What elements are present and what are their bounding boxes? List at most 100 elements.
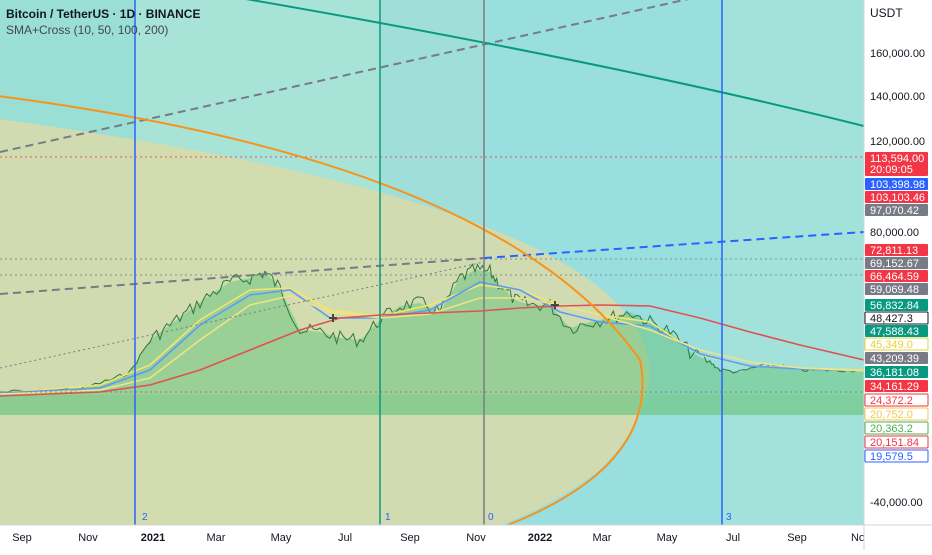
price-label-text: 19,579.5 [870, 451, 913, 463]
y-tick-label: 160,000.00 [870, 48, 925, 60]
price-label-text: 34,161.29 [870, 381, 919, 393]
plot-layer: 2 1 0 3 [0, 0, 864, 525]
cycle-marker-label: 1 [385, 512, 391, 523]
x-axis: Sep Nov 2021 Mar May Jul Sep Nov 2022 Mar May Jul Se… [0, 524, 932, 544]
price-label-bg [864, 311, 929, 325]
price-label: 72,811.13 [865, 244, 928, 257]
trend-line-blue [483, 231, 864, 259]
price-label-text: 103,398.98 [870, 179, 925, 191]
price-label: 56,832.84 [865, 299, 928, 312]
x-tick-label: Nov [466, 532, 486, 544]
indicator-label[interactable]: SMA+Cross (10, 50, 100, 200) [6, 23, 169, 37]
price-label-bg [865, 366, 928, 378]
price-line [0, 263, 861, 393]
price-label-text: 66,464.59 [870, 271, 919, 283]
trend-line-mid [0, 257, 485, 295]
sma-line-1 [0, 284, 864, 394]
price-label-bg [865, 270, 928, 282]
price-label-bg [865, 380, 928, 392]
price-label-bg [864, 435, 929, 449]
arc-green [245, 0, 864, 127]
price-label: 103,103.46 [865, 191, 928, 204]
price-label-bg [865, 257, 928, 269]
x-tick-label: Sep [400, 532, 420, 544]
price-label-text: 48,427.3 [870, 313, 913, 325]
y-axis: 160,000.00 140,000.00 120,000.00 80,000.00 -… [863, 0, 929, 550]
price-label-text: 20,151.84 [870, 437, 919, 449]
price-label-bg [865, 204, 928, 216]
sma-line-3 [0, 295, 864, 395]
price-label: 43,209.39 [865, 352, 928, 365]
price-label-bg [864, 449, 929, 463]
y-tick-label: -40,000.00 [870, 497, 923, 509]
currency-label[interactable]: USDT [870, 6, 903, 20]
price-label-text: 24,372.2 [870, 395, 913, 407]
symbol-title[interactable]: Bitcoin / TetherUS · 1D · BINANCE [6, 7, 201, 21]
price-label-bg [864, 393, 929, 407]
x-tick-label: 2022 [528, 532, 552, 544]
cycle-marker-label: 3 [726, 512, 732, 523]
price-label-bg [865, 244, 928, 256]
price-label-text: 20,363.2 [870, 423, 913, 435]
price-label-subtext: 20:09:05 [870, 164, 913, 176]
cross-marker-1 [329, 314, 337, 322]
sma-line-4 [0, 304, 864, 397]
price-label: 36,181.08 [865, 366, 928, 379]
x-tick-label: Jul [726, 532, 740, 544]
price-label: 48,427.3 [864, 311, 929, 325]
x-tick-label: May [271, 532, 292, 544]
price-label-text: 56,832.84 [870, 300, 919, 312]
x-tick-label: 2021 [141, 532, 165, 544]
price-label-bg [864, 421, 929, 435]
y-tick-label: 80,000.00 [870, 227, 919, 239]
price-label: 20,363.2 [864, 421, 929, 435]
price-label: 103,398.98 [865, 178, 928, 191]
cycle-marker-label: 2 [142, 512, 148, 523]
cross-marker-2 [551, 301, 559, 309]
price-label-bg [864, 337, 929, 351]
sma-line-2 [0, 281, 864, 394]
price-label-text: 103,103.46 [870, 192, 925, 204]
price-label: 69,152.67 [865, 257, 928, 270]
price-label-bg [865, 283, 928, 295]
price-label: 19,579.5 [864, 449, 929, 463]
arc-orange [0, 95, 644, 525]
price-label: 24,372.2 [864, 393, 929, 407]
price-label-bg [864, 407, 929, 421]
y-tick-label: 120,000.00 [870, 136, 925, 148]
price-label-text: 43,209.39 [870, 353, 919, 365]
price-label-text: 45,349.0 [870, 339, 913, 351]
price-label: 47,588.43 [865, 325, 928, 338]
price-label: 20,752.0 [864, 407, 929, 421]
y-tick-label: 140,000.00 [870, 91, 925, 103]
price-label-text: 47,588.43 [870, 326, 919, 338]
price-label-text: 69,152.67 [870, 258, 919, 270]
x-tick-label: Nov [78, 532, 98, 544]
price-label-text: 36,181.08 [870, 367, 919, 379]
price-label: 45,349.0 [864, 337, 929, 351]
price-label: 20,151.84 [864, 435, 929, 449]
price-area [0, 270, 864, 415]
price-label: 34,161.29 [865, 380, 928, 393]
price-label-bg [865, 325, 928, 337]
chart-legend[interactable]: Bitcoin / TetherUS · 1D · BINANCE SMA+Cr… [6, 6, 200, 38]
price-label-bg [865, 352, 928, 364]
price-label: 97,070.42 [865, 204, 928, 217]
price-label: 59,069.48 [865, 283, 928, 296]
price-label-text: 59,069.48 [870, 284, 919, 296]
price-label-bg [865, 178, 928, 190]
price-label-text: 113,594.00 [870, 153, 924, 165]
cycle-marker-label: 0 [488, 512, 494, 523]
x-tick-label: Jul [338, 532, 352, 544]
x-tick-label: Mar [207, 532, 226, 544]
price-label-bg [865, 191, 928, 203]
price-label-bg [865, 299, 928, 311]
x-tick-label: May [657, 532, 678, 544]
x-tick-label: Sep [787, 532, 807, 544]
price-label-text: 97,070.42 [870, 205, 919, 217]
price-label-text: 72,811.13 [870, 245, 918, 257]
price-label: 66,464.59 [865, 270, 928, 283]
